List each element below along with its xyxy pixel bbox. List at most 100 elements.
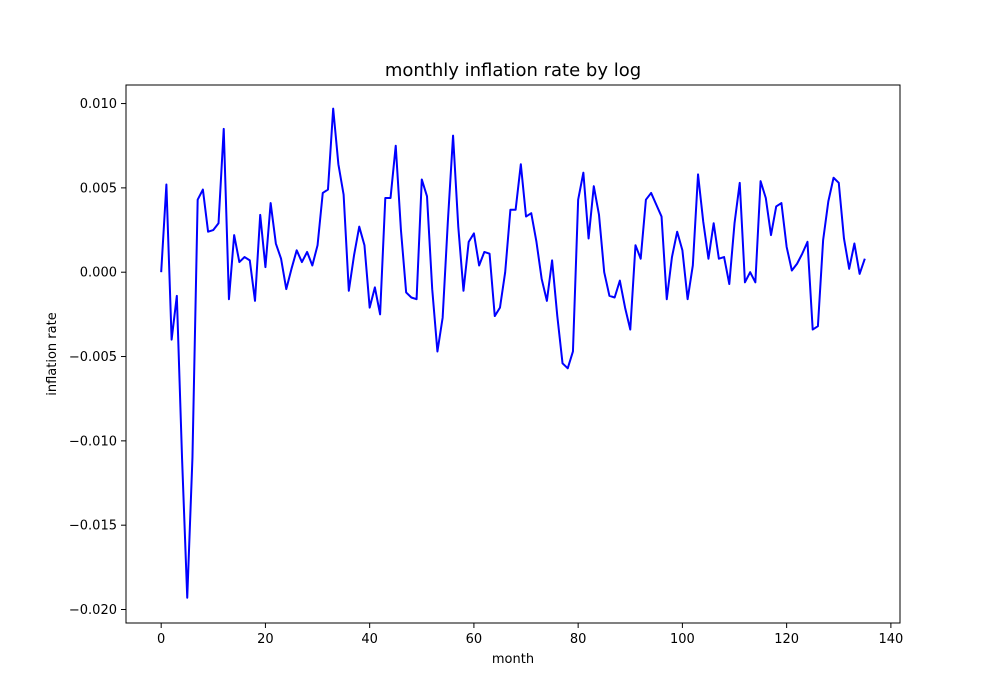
- data-point: [681, 249, 683, 251]
- data-point: [806, 241, 808, 243]
- data-point: [796, 263, 798, 265]
- data-point: [661, 216, 663, 218]
- data-point: [697, 173, 699, 175]
- data-point: [739, 182, 741, 184]
- data-point: [280, 258, 282, 260]
- data-point: [504, 271, 506, 273]
- x-tick-label: 120: [774, 632, 799, 647]
- data-point: [176, 295, 178, 297]
- data-point: [859, 273, 861, 275]
- y-tick-label: −0.020: [69, 603, 117, 618]
- plot-background: [126, 85, 900, 623]
- data-point: [343, 194, 345, 196]
- data-point: [233, 234, 235, 236]
- data-point: [744, 281, 746, 283]
- data-point: [525, 216, 527, 218]
- data-point: [556, 315, 558, 317]
- data-point: [749, 271, 751, 273]
- data-point: [436, 350, 438, 352]
- data-point: [853, 243, 855, 245]
- data-point: [171, 339, 173, 341]
- data-point: [384, 197, 386, 199]
- data-point: [603, 271, 605, 273]
- x-tick-label: 0: [157, 632, 165, 647]
- data-point: [838, 182, 840, 184]
- data-point: [212, 229, 214, 231]
- data-point: [306, 251, 308, 253]
- data-point: [186, 597, 188, 599]
- data-point: [202, 189, 204, 191]
- data-point: [692, 264, 694, 266]
- x-tick-label: 40: [361, 632, 378, 647]
- data-point: [421, 178, 423, 180]
- chart-title: monthly inflation rate by log: [385, 60, 641, 81]
- data-point: [317, 244, 319, 246]
- data-point: [468, 241, 470, 243]
- data-point: [640, 258, 642, 260]
- data-point: [390, 197, 392, 199]
- data-point: [322, 192, 324, 194]
- data-point: [478, 264, 480, 266]
- y-tick-label: 0.010: [80, 97, 117, 112]
- data-point: [259, 214, 261, 216]
- data-point: [535, 241, 537, 243]
- data-point: [765, 197, 767, 199]
- data-point: [442, 317, 444, 319]
- x-axis-label: month: [492, 652, 534, 667]
- data-point: [822, 239, 824, 241]
- data-point: [311, 264, 313, 266]
- y-tick-label: −0.005: [69, 350, 117, 365]
- data-point: [702, 221, 704, 223]
- data-point: [165, 184, 167, 186]
- data-point: [228, 298, 230, 300]
- data-point: [520, 163, 522, 165]
- data-point: [244, 256, 246, 258]
- data-point: [671, 256, 673, 258]
- data-point: [833, 177, 835, 179]
- data-point: [457, 226, 459, 228]
- data-point: [588, 237, 590, 239]
- y-tick-label: 0.005: [80, 181, 117, 196]
- data-point: [577, 199, 579, 201]
- data-point: [462, 290, 464, 292]
- data-point: [249, 259, 251, 261]
- data-point: [760, 180, 762, 182]
- data-point: [332, 108, 334, 110]
- x-tick-label: 140: [878, 632, 903, 647]
- data-point: [817, 325, 819, 327]
- data-point: [728, 283, 730, 285]
- data-point: [723, 256, 725, 258]
- data-point: [786, 246, 788, 248]
- data-point: [489, 253, 491, 255]
- data-point: [515, 209, 517, 211]
- data-point: [181, 457, 183, 459]
- data-point: [541, 278, 543, 280]
- data-point: [494, 315, 496, 317]
- data-point: [801, 253, 803, 255]
- data-point: [567, 367, 569, 369]
- data-point: [191, 457, 193, 459]
- series-layer: [160, 107, 866, 599]
- data-point: [864, 258, 866, 260]
- data-point: [666, 298, 668, 300]
- data-point: [499, 307, 501, 309]
- data-point: [645, 199, 647, 201]
- data-point: [614, 297, 616, 299]
- data-point: [264, 266, 266, 268]
- data-point: [238, 261, 240, 263]
- y-axis-label: inflation rate: [45, 312, 60, 395]
- data-point: [270, 202, 272, 204]
- data-point: [369, 307, 371, 309]
- data-point: [848, 268, 850, 270]
- y-tick-label: −0.010: [69, 434, 117, 449]
- x-tick-label: 60: [466, 632, 483, 647]
- data-point: [358, 226, 360, 228]
- data-point: [447, 221, 449, 223]
- data-point: [619, 280, 621, 282]
- data-point: [374, 286, 376, 288]
- data-point: [379, 313, 381, 315]
- data-point: [624, 307, 626, 309]
- data-point: [197, 199, 199, 201]
- data-point: [207, 231, 209, 233]
- data-point: [582, 172, 584, 174]
